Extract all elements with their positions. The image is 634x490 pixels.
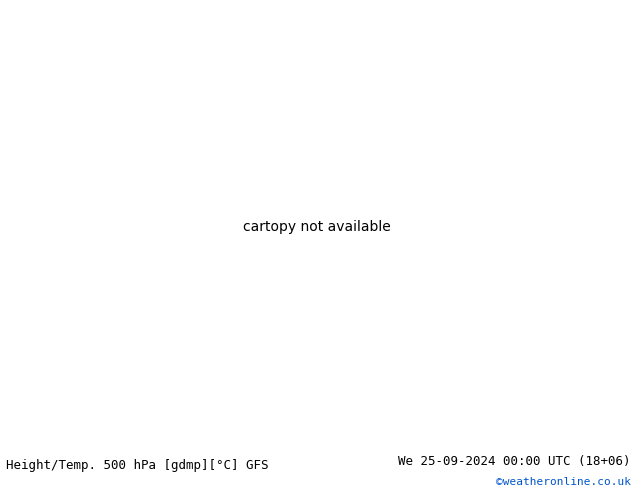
Text: Height/Temp. 500 hPa [gdmp][°C] GFS: Height/Temp. 500 hPa [gdmp][°C] GFS <box>6 459 269 471</box>
Text: cartopy not available: cartopy not available <box>243 220 391 234</box>
Text: We 25-09-2024 00:00 UTC (18+06): We 25-09-2024 00:00 UTC (18+06) <box>398 455 631 468</box>
Text: ©weatheronline.co.uk: ©weatheronline.co.uk <box>496 477 631 487</box>
